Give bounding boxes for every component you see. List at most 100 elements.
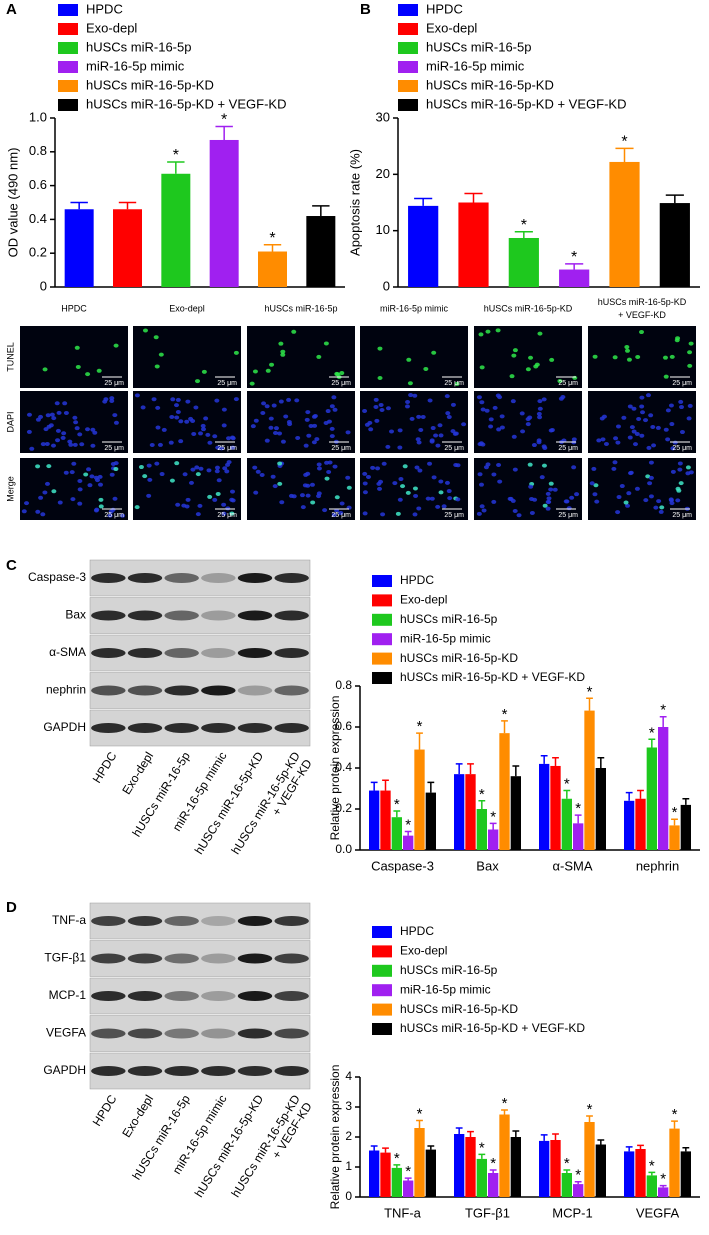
nucleus <box>253 490 259 495</box>
scale-bar-label: 25 μm <box>104 380 124 387</box>
nucleus <box>648 475 654 480</box>
nucleus <box>35 464 41 469</box>
y-tick-label: 10 <box>376 222 390 237</box>
nucleus <box>511 434 517 439</box>
nucleus <box>537 406 543 411</box>
error-bar <box>574 1180 582 1185</box>
error-bar <box>625 1146 633 1152</box>
bar <box>209 139 239 287</box>
nucleus <box>612 460 618 465</box>
nucleus <box>221 423 227 428</box>
nucleus <box>639 404 645 409</box>
nucleus <box>398 477 404 482</box>
nucleus <box>678 399 684 404</box>
nucleus <box>525 422 531 427</box>
y-axis-label: Apoptosis rate (%) <box>347 149 362 256</box>
nucleus <box>655 425 661 430</box>
significance-mark: * <box>490 1155 496 1172</box>
nucleus <box>161 427 167 432</box>
nucleus <box>72 415 78 420</box>
blot-row-label: TNF-a <box>52 913 86 927</box>
nucleus <box>175 409 181 414</box>
blot-band <box>164 610 199 621</box>
error-bar <box>682 1147 690 1152</box>
y-tick-label: 0 <box>40 278 47 293</box>
significance-mark: * <box>405 817 411 834</box>
nucleus <box>255 469 261 474</box>
nucleus <box>374 418 380 423</box>
blot-band <box>201 573 236 583</box>
blot-strip <box>89 977 311 1015</box>
nucleus <box>447 496 453 501</box>
blot-band <box>127 916 163 926</box>
y-axis-label: Relative protein expression <box>328 1065 342 1210</box>
nucleus <box>303 443 309 448</box>
panel-label: A <box>6 1 17 18</box>
nucleus <box>226 436 232 441</box>
legend-swatch <box>58 23 78 35</box>
nucleus <box>109 398 115 403</box>
nucleus <box>182 472 188 477</box>
bar <box>161 173 191 287</box>
blot-row-label: α-SMA <box>49 645 86 659</box>
nucleus <box>656 499 662 504</box>
error-bar <box>382 1147 389 1153</box>
y-tick-label: 0.6 <box>335 719 352 733</box>
blot-band <box>164 723 199 733</box>
nucleus <box>331 395 337 400</box>
nucleus <box>520 429 526 434</box>
nucleus <box>207 494 213 499</box>
blot-band <box>91 723 126 733</box>
nucleus <box>154 461 160 466</box>
nucleus <box>40 442 46 447</box>
nucleus <box>412 512 418 517</box>
nucleus <box>324 476 330 481</box>
nucleus <box>545 491 551 496</box>
nucleus <box>491 499 497 504</box>
blot-band <box>201 648 236 658</box>
significance-mark: * <box>571 249 577 266</box>
column-label: HPDC <box>61 303 87 313</box>
nucleus <box>495 328 501 333</box>
significance-mark: * <box>269 230 275 247</box>
nucleus <box>195 512 201 517</box>
blot-strip <box>89 940 311 977</box>
blot-band <box>237 685 273 696</box>
nucleus <box>536 411 542 416</box>
significance-mark: * <box>490 808 496 825</box>
nucleus <box>600 437 606 442</box>
nucleus <box>205 432 211 437</box>
nucleus <box>299 493 305 498</box>
error-bar <box>455 763 463 775</box>
error-bar <box>563 789 571 799</box>
nucleus <box>54 401 60 406</box>
nucleus <box>97 482 103 487</box>
nucleus <box>278 399 284 404</box>
nucleus <box>364 422 370 427</box>
nucleus <box>417 468 423 473</box>
y-tick-label: 20 <box>376 166 390 181</box>
significance-mark: * <box>521 217 527 234</box>
nucleus <box>253 418 259 423</box>
nucleus <box>611 466 617 471</box>
nucleus <box>377 486 383 491</box>
bar <box>113 209 142 287</box>
nucleus <box>112 496 118 501</box>
bar <box>369 790 380 850</box>
nucleus <box>365 474 371 479</box>
nucleus <box>185 497 191 502</box>
nucleus <box>638 330 644 335</box>
legend-swatch <box>372 672 392 684</box>
nucleus <box>174 415 180 420</box>
nucleus <box>407 381 413 386</box>
blot-band <box>274 648 309 658</box>
nucleus <box>97 474 103 479</box>
nucleus <box>219 446 225 451</box>
bar <box>646 1175 657 1197</box>
nucleus <box>73 420 79 425</box>
nucleus <box>488 424 494 429</box>
nucleus <box>85 372 91 377</box>
significance-mark: * <box>173 147 179 164</box>
nucleus <box>42 367 48 372</box>
nucleus <box>77 432 83 437</box>
